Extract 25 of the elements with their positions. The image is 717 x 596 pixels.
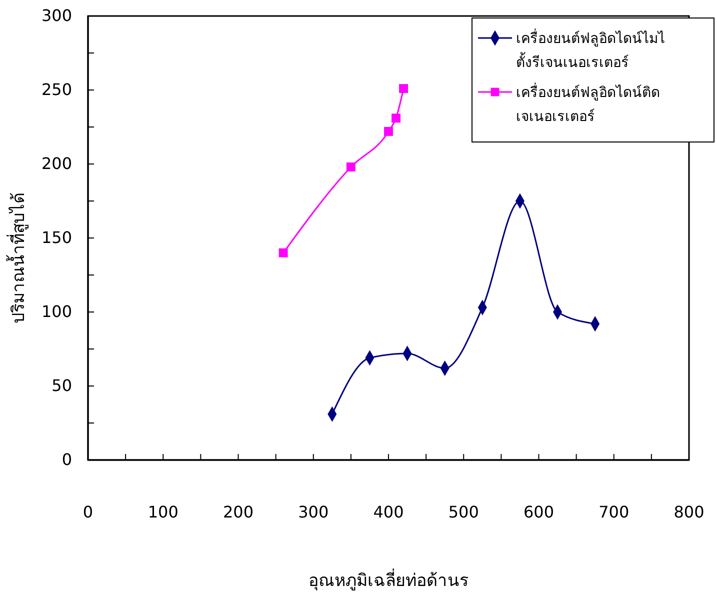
x-tick-label: 100 xyxy=(148,502,178,522)
x-tick-label: 300 xyxy=(298,502,329,522)
y-tick-label: 50 xyxy=(52,376,72,396)
x-tick-label: 200 xyxy=(222,502,254,522)
point xyxy=(346,162,356,172)
x-tick-label: 800 xyxy=(674,502,704,522)
legend-label: เครื่องยนต์ฟลูอิดไดน์ติด เจเนอเรเตอร์ xyxy=(516,83,660,125)
y-tick-label: 250 xyxy=(41,80,72,100)
y-tick-label: 150 xyxy=(41,228,72,248)
y-tick-label: 200 xyxy=(41,154,72,174)
x-tick-label: 0 xyxy=(82,502,94,522)
point xyxy=(384,126,393,136)
point xyxy=(392,114,400,123)
x-tick-label: 500 xyxy=(448,502,479,522)
x-tick-label: 600 xyxy=(523,502,554,522)
x-tick-label: 400 xyxy=(373,502,404,522)
y-tick-label: 0 xyxy=(62,450,72,470)
y-tick-label: 100 xyxy=(41,302,72,322)
point xyxy=(278,248,288,258)
point xyxy=(399,84,408,93)
x-axis-title: อุณหภูมิเฉลี่ยท่อด้านร xyxy=(308,568,468,591)
y-axis-title: ปริมาณน้ำที่สูบได้ xyxy=(6,192,29,324)
y-tick-label: 300 xyxy=(41,6,72,26)
x-tick-label: 700 xyxy=(598,502,630,522)
legend-label: เครื่องยนต์ฟลูอิดไดน์ไมไ ตั้งรีเจนเนอเรเตอร์ xyxy=(516,29,665,71)
